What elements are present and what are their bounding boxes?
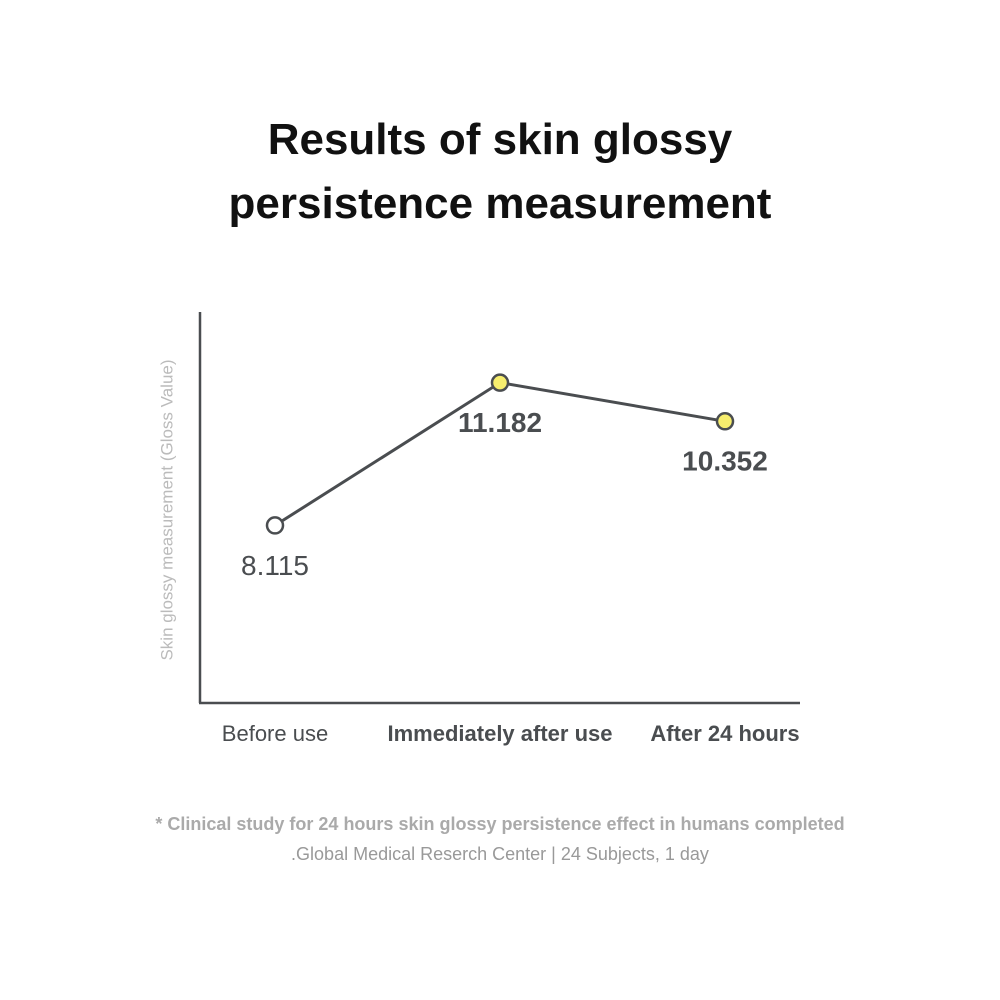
point bbox=[715, 412, 735, 431]
line bbox=[274, 381, 726, 527]
source: .Global Medical Reserch Center | 24 Subj… bbox=[291, 844, 709, 864]
x-tick-label: After 24 hours bbox=[650, 721, 799, 746]
y-axis-label: Skin glossy measurement (Gloss Value) bbox=[157, 359, 176, 660]
point bbox=[265, 516, 285, 535]
data-label: 8.115 bbox=[241, 550, 309, 581]
point bbox=[490, 373, 510, 392]
footnote: * Clinical study for 24 hours skin gloss… bbox=[155, 814, 844, 834]
data-label: 10.352 bbox=[682, 446, 768, 477]
x-tick-label: Immediately after use bbox=[388, 721, 613, 746]
x-tick-label: Before use bbox=[222, 721, 328, 746]
data-label: 11.182 bbox=[458, 407, 542, 438]
chart-title: Results of skin glossy persistence measur… bbox=[229, 115, 772, 228]
